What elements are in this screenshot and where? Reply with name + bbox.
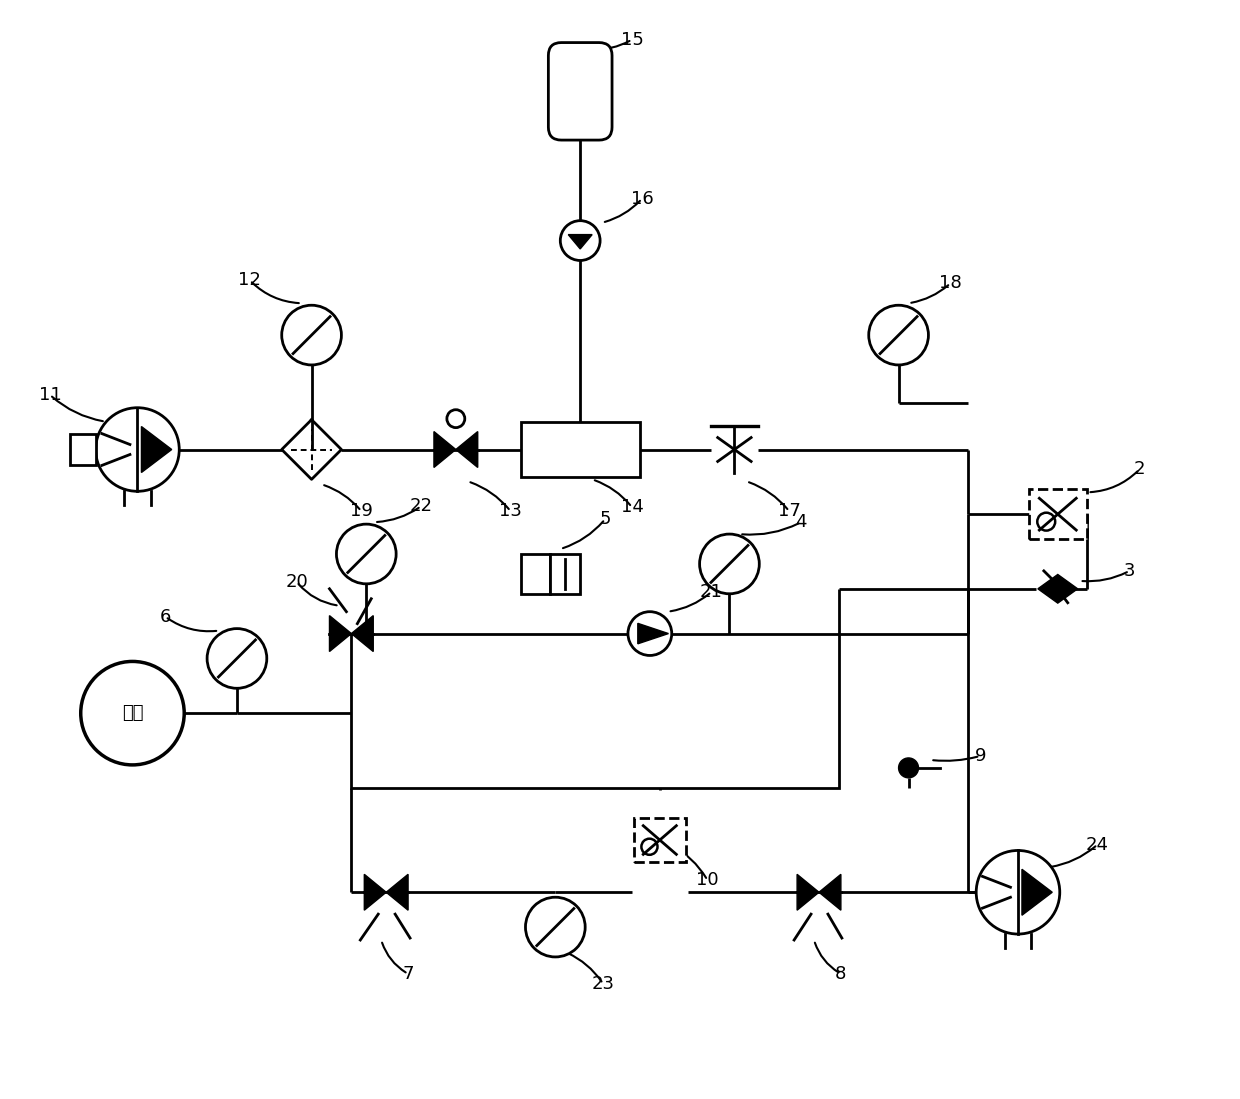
Polygon shape bbox=[637, 623, 668, 644]
Circle shape bbox=[95, 408, 180, 491]
Text: 12: 12 bbox=[238, 271, 262, 289]
Text: 3: 3 bbox=[1123, 562, 1135, 580]
Polygon shape bbox=[456, 432, 477, 467]
Circle shape bbox=[281, 306, 341, 365]
Text: 17: 17 bbox=[777, 502, 801, 520]
Text: 23: 23 bbox=[591, 975, 615, 992]
Bar bbox=[521, 422, 640, 477]
Polygon shape bbox=[365, 875, 386, 910]
Bar bbox=[1029, 489, 1086, 539]
FancyBboxPatch shape bbox=[548, 43, 613, 140]
Circle shape bbox=[976, 851, 1060, 934]
Polygon shape bbox=[797, 875, 818, 910]
Circle shape bbox=[207, 629, 267, 688]
Text: 6: 6 bbox=[160, 608, 171, 625]
Text: 5: 5 bbox=[599, 510, 611, 529]
Polygon shape bbox=[386, 875, 408, 910]
Bar bbox=[69, 434, 95, 466]
Bar bbox=[634, 818, 686, 863]
Polygon shape bbox=[351, 615, 373, 652]
Text: 16: 16 bbox=[630, 190, 653, 208]
Text: 11: 11 bbox=[38, 386, 61, 403]
Polygon shape bbox=[1038, 575, 1078, 603]
Text: 10: 10 bbox=[696, 872, 719, 889]
Circle shape bbox=[627, 612, 672, 655]
Polygon shape bbox=[1022, 869, 1053, 915]
Text: 9: 9 bbox=[975, 747, 986, 765]
Circle shape bbox=[560, 221, 600, 260]
Text: 2: 2 bbox=[1133, 460, 1145, 478]
Text: 15: 15 bbox=[620, 31, 644, 48]
Bar bbox=[351, 633, 839, 788]
Circle shape bbox=[869, 306, 929, 365]
Polygon shape bbox=[568, 234, 593, 249]
Text: 18: 18 bbox=[939, 275, 962, 292]
Text: 4: 4 bbox=[795, 513, 807, 531]
Bar bbox=[521, 554, 551, 593]
Text: 13: 13 bbox=[500, 502, 522, 520]
Circle shape bbox=[899, 758, 919, 778]
Text: 19: 19 bbox=[350, 502, 373, 520]
Polygon shape bbox=[434, 432, 456, 467]
Circle shape bbox=[526, 897, 585, 957]
Polygon shape bbox=[818, 875, 841, 910]
Text: 21: 21 bbox=[701, 582, 723, 601]
Bar bbox=[551, 554, 580, 593]
Text: 14: 14 bbox=[620, 498, 644, 517]
Text: 24: 24 bbox=[1086, 835, 1109, 854]
Text: 8: 8 bbox=[836, 965, 847, 983]
Text: 22: 22 bbox=[409, 497, 433, 515]
Text: 患者: 患者 bbox=[122, 704, 144, 722]
Circle shape bbox=[336, 524, 396, 584]
Polygon shape bbox=[141, 426, 171, 473]
Polygon shape bbox=[330, 615, 351, 652]
Text: 7: 7 bbox=[402, 965, 414, 983]
Text: 20: 20 bbox=[285, 573, 308, 591]
Circle shape bbox=[699, 534, 759, 593]
Circle shape bbox=[81, 662, 185, 765]
